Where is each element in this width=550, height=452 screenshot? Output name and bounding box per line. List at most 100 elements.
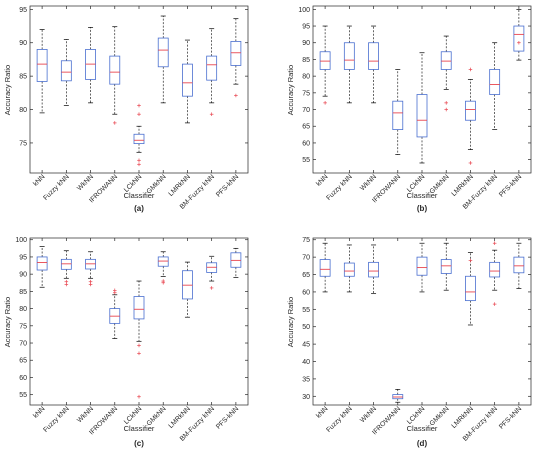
outlier-marker [112, 290, 117, 295]
box-iqr [513, 256, 525, 274]
box-pfs-knn [230, 238, 242, 405]
panel-label: (a) [134, 204, 144, 213]
box-knn [319, 6, 331, 173]
x-tick-label: WkNN [76, 405, 95, 424]
y-tick-label: 60 [19, 375, 27, 382]
box-iqr [440, 51, 452, 70]
y-tick-label: 65 [302, 272, 310, 279]
y-tick-label: 75 [302, 90, 310, 97]
y-tick-label: 95 [19, 7, 27, 14]
outlier-marker [137, 158, 141, 163]
y-tick-label: 70 [19, 341, 27, 348]
x-axis-label: Classifier [124, 424, 155, 433]
y-tick-label: 85 [19, 289, 27, 296]
box-lcknn [133, 238, 145, 405]
box-ifrowann [392, 6, 404, 173]
box-bm-fuzzy-knn [206, 238, 218, 405]
y-tick-label: 80 [302, 74, 310, 81]
box-fuzzy-knn [60, 6, 72, 173]
x-axis-label: Classifier [124, 191, 155, 200]
y-tick-label: 55 [19, 392, 27, 399]
y-tick-label: 70 [302, 107, 310, 114]
x-tick-label: WkNN [359, 173, 378, 192]
y-axis-label: Accuracy Ratio [3, 297, 12, 347]
outlier-marker [64, 282, 69, 287]
box-ifrowann [392, 238, 404, 405]
y-axis-label: Accuracy Ratio [3, 65, 12, 115]
y-tick-label: 85 [19, 74, 27, 81]
y-tick-label: 90 [302, 40, 310, 47]
box-wknn [368, 6, 379, 173]
box-iqr [343, 262, 355, 277]
box-gmknn [440, 238, 452, 405]
box-knn [36, 6, 48, 173]
box-wknn [368, 238, 379, 405]
outlier-marker [444, 107, 449, 112]
box-lmrknn [182, 6, 193, 173]
box-ifrowann [109, 238, 121, 405]
x-tick-label: Fuzzy kNN [42, 173, 71, 202]
box-iqr [368, 261, 379, 278]
y-tick-label: 95 [19, 254, 27, 261]
box-iqr [230, 41, 242, 66]
y-tick-label: 100 [15, 237, 27, 244]
x-tick-label: LMRkNN [167, 173, 192, 198]
box-iqr [133, 296, 145, 320]
y-axis-label: Accuracy Ratio [286, 297, 295, 347]
x-tick-label: LCkNN [123, 405, 144, 426]
y-tick-label: 80 [19, 306, 27, 313]
box-wknn [85, 238, 96, 405]
x-tick-label: kNN [32, 173, 46, 187]
y-tick-label: 95 [302, 24, 310, 31]
y-tick-label: 65 [302, 124, 310, 131]
y-tick-label: 60 [302, 289, 310, 296]
box-iqr [465, 100, 476, 121]
box-pfs-knn [513, 6, 525, 173]
x-tick-label: LMRkNN [450, 173, 475, 198]
box-ifrowann [109, 6, 121, 173]
x-tick-label: LCkNN [406, 405, 427, 426]
outlier-marker [323, 101, 327, 105]
y-tick-label: 30 [302, 394, 310, 401]
outlier-marker [112, 121, 117, 125]
box-iqr [416, 256, 428, 276]
y-tick-label: 85 [302, 57, 310, 64]
outlier-marker [468, 258, 473, 263]
y-tick-label: 45 [302, 342, 310, 349]
box-iqr [392, 100, 404, 130]
box-pfs-knn [230, 6, 242, 173]
box-iqr [182, 63, 193, 97]
box-iqr [206, 55, 218, 81]
outlier-marker [137, 162, 141, 167]
x-tick-label: LMRkNN [167, 405, 192, 430]
box-iqr [36, 256, 48, 271]
box-lcknn [133, 6, 145, 173]
x-tick-label: kNN [32, 405, 46, 419]
y-tick-label: 75 [302, 237, 310, 244]
y-tick-label: 70 [302, 255, 310, 262]
box-iqr [109, 55, 121, 85]
x-tick-label: Fuzzy kNN [42, 405, 71, 434]
box-iqr [368, 42, 379, 70]
outlier-marker [137, 351, 141, 356]
outlier-marker [444, 101, 449, 105]
y-tick-label: 35 [302, 376, 310, 383]
outlier-marker [137, 103, 141, 108]
box-lcknn [416, 6, 428, 173]
box-fuzzy-knn [60, 238, 72, 405]
box-iqr [343, 42, 355, 70]
y-tick-label: 55 [302, 157, 310, 164]
outlier-marker [492, 241, 497, 246]
y-tick-label: 75 [19, 140, 27, 147]
box-knn [319, 238, 331, 405]
y-tick-label: 90 [19, 40, 27, 47]
panel-label: (b) [417, 204, 428, 213]
x-tick-label: kNN [315, 173, 329, 187]
box-iqr [60, 258, 72, 270]
x-tick-label: PFS-kNN [215, 405, 240, 430]
box-iqr [416, 94, 428, 138]
